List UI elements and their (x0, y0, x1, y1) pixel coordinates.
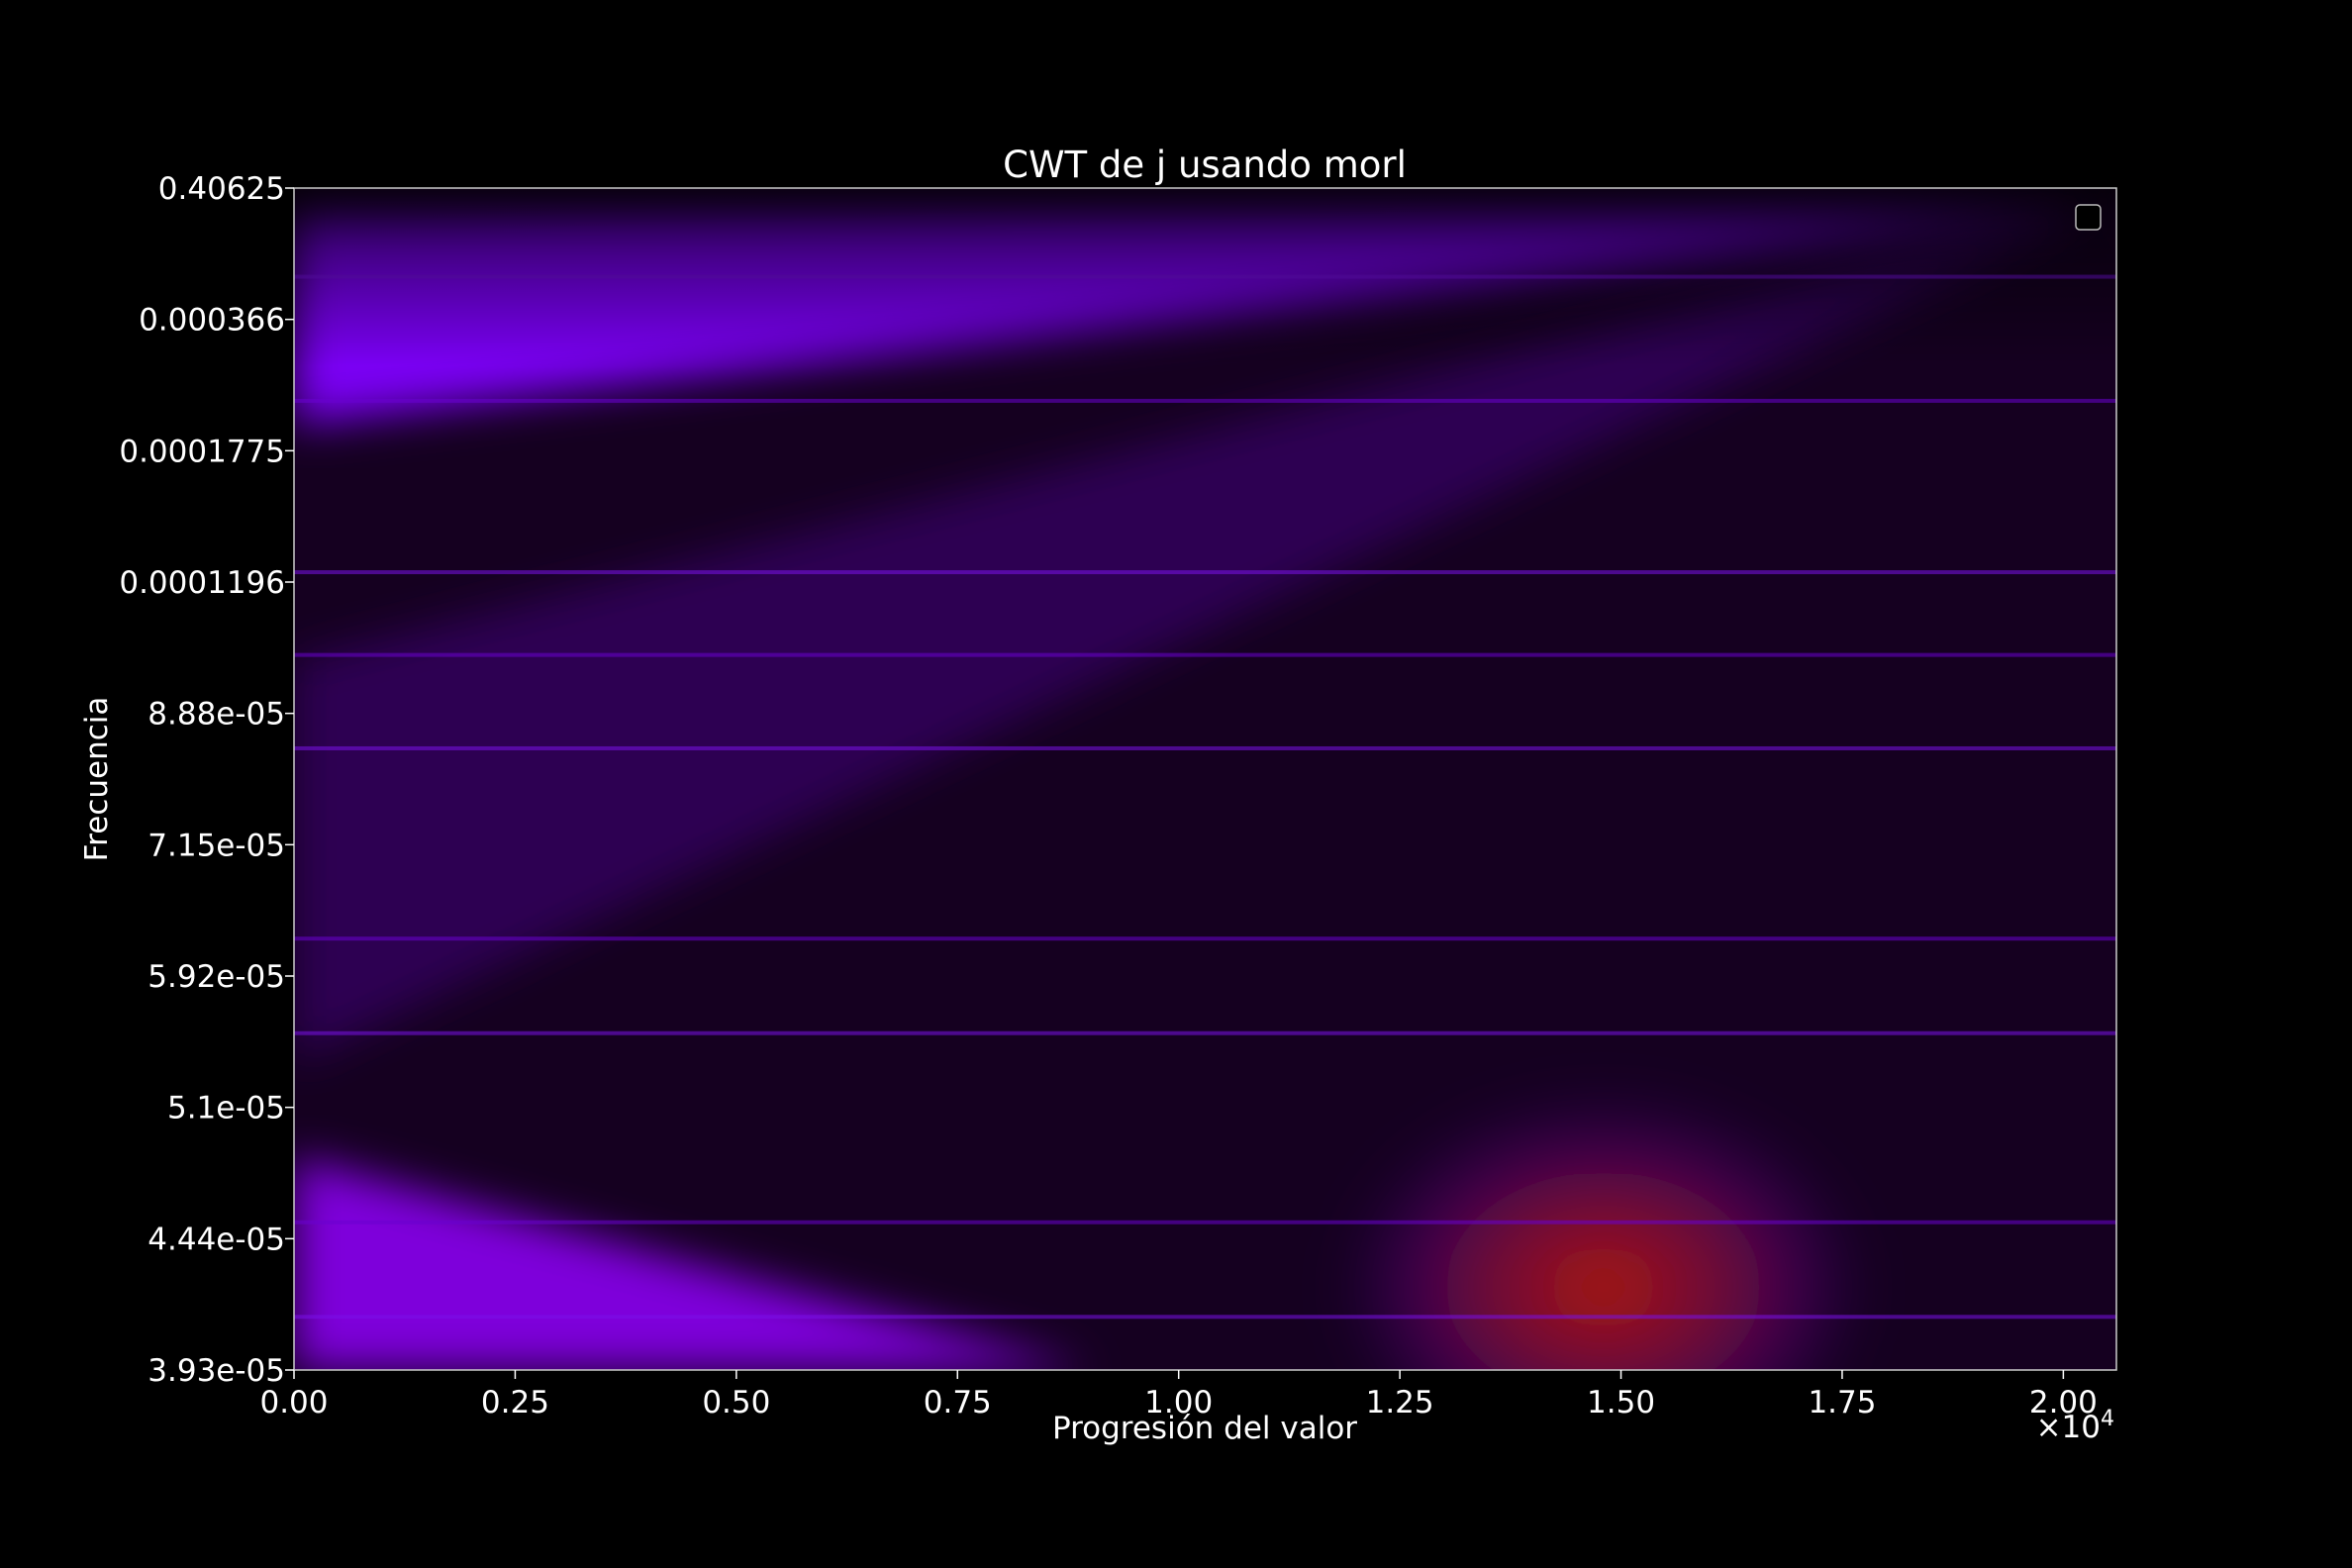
x-tick-label: 1.00 (1144, 1385, 1213, 1421)
x-tick-label: 2.00 (2029, 1385, 2098, 1421)
top-shading (294, 188, 2116, 366)
y-tick-label: 7.15e-05 (147, 828, 285, 863)
y-tick-label: 0.000366 (139, 303, 285, 339)
y-tick-label: 5.92e-05 (147, 959, 285, 995)
y-tick-label: 4.44e-05 (147, 1222, 285, 1257)
y-tick-label: 8.88e-05 (147, 697, 285, 733)
ridge-line (294, 936, 2116, 941)
y-tick-label: 0.40625 (158, 171, 285, 207)
y-axis: 0.40625 0.000366 0.0001775 0.0001196 8.88e-0… (119, 171, 294, 1389)
x-tick-label: 0.50 (702, 1385, 770, 1421)
y-axis-label: Frecuencia (79, 697, 115, 862)
ridge-line (294, 652, 2116, 657)
ridge-line (294, 1030, 2116, 1035)
x-tick-label: 0.25 (481, 1385, 549, 1421)
x-tick-label: 1.75 (1808, 1385, 1876, 1421)
y-tick-label: 0.0001196 (119, 565, 285, 601)
x-tick-label: 0.75 (924, 1385, 992, 1421)
x-scale-base: ×10 (2036, 1410, 2101, 1445)
x-tick-label: 1.25 (1366, 1385, 1434, 1421)
band-1 (294, 206, 2100, 1063)
x-axis: 0.00 0.25 0.50 0.75 1.00 1.25 1.50 1.75 2.00 (259, 1370, 2098, 1421)
ridge-line (294, 1220, 2116, 1225)
x-scale-multiplier: ×104 (2036, 1407, 2114, 1445)
y-tick-label: 0.0001775 (119, 434, 285, 469)
x-tick-label: 1.50 (1587, 1385, 1655, 1421)
plot-frame (293, 187, 2117, 1371)
ridge-line (294, 1315, 2116, 1320)
y-tick-label: 5.1e-05 (167, 1091, 285, 1127)
chart-title: CWT de j usando morl (1003, 144, 1407, 186)
x-scale-exponent: 4 (2101, 1407, 2114, 1431)
y-tick-label: 3.93e-05 (147, 1353, 285, 1389)
ridge-line (294, 398, 2116, 403)
heatmap-plot-area (294, 188, 2352, 1410)
ridge-line (294, 745, 2116, 750)
band-3 (2118, 206, 2352, 1410)
hot-region (1345, 1099, 1861, 1370)
x-axis-label: Progresión del valor (1052, 1411, 1357, 1446)
ridge-line (294, 570, 2116, 575)
x-tick-label: 0.00 (259, 1385, 328, 1421)
legend-box (2075, 204, 2102, 231)
